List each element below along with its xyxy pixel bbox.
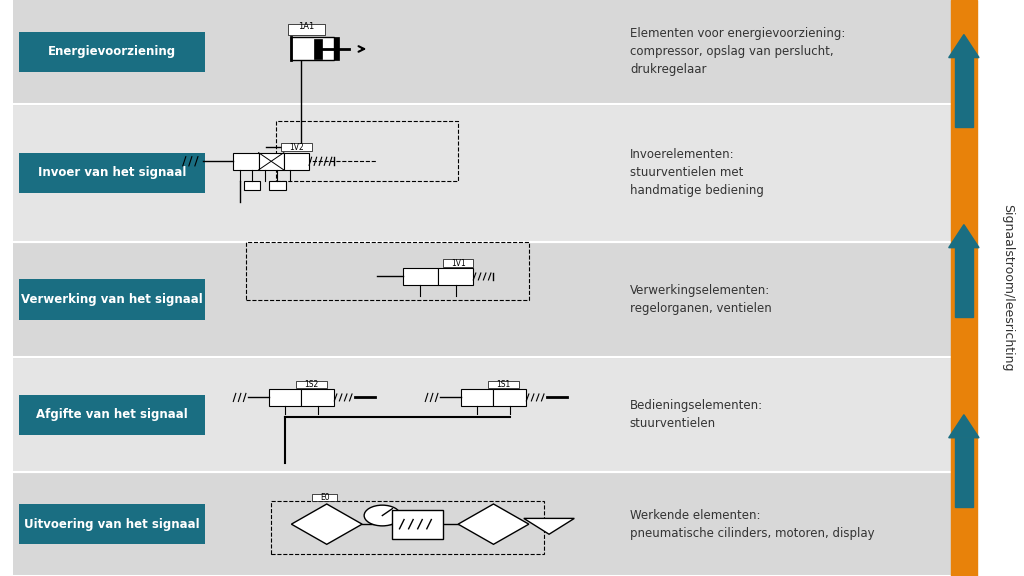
FancyBboxPatch shape: [18, 32, 206, 72]
Bar: [13, 472, 951, 576]
Text: 1V1: 1V1: [451, 259, 466, 268]
Text: Invoer van het signaal: Invoer van het signaal: [38, 166, 186, 179]
Text: Energievoorziening: Energievoorziening: [48, 46, 176, 58]
Polygon shape: [948, 415, 979, 438]
Bar: [268, 389, 301, 406]
Circle shape: [365, 505, 400, 526]
Text: Werkende elementen:
pneumatische cilinders, motoren, display: Werkende elementen: pneumatische cilinde…: [630, 509, 874, 540]
Bar: [313, 39, 322, 59]
Bar: [954, 248, 973, 317]
Text: 1S2: 1S2: [304, 380, 318, 389]
Text: Verwerkingselementen:
regelorganen, ventielen: Verwerkingselementen: regelorganen, vent…: [630, 284, 772, 315]
Polygon shape: [458, 504, 528, 544]
Bar: [311, 494, 337, 501]
Bar: [392, 510, 443, 539]
Bar: [289, 24, 325, 35]
Bar: [954, 58, 973, 127]
FancyBboxPatch shape: [18, 279, 206, 320]
Text: Bedieningselementen:
stuurventielen: Bedieningselementen: stuurventielen: [630, 399, 763, 430]
Bar: [13, 0, 951, 104]
Bar: [282, 143, 311, 151]
Text: 1V2: 1V2: [289, 143, 304, 152]
Bar: [951, 0, 977, 576]
Bar: [301, 389, 334, 406]
Bar: [284, 153, 309, 170]
Bar: [271, 501, 544, 554]
Text: Elementen voor energievoorziening:
compressor, opslag van perslucht,
drukregelaa: Elementen voor energievoorziening: compr…: [630, 27, 845, 77]
Polygon shape: [948, 225, 979, 248]
Bar: [244, 181, 260, 190]
Bar: [488, 381, 519, 388]
Bar: [13, 242, 951, 357]
Bar: [276, 121, 458, 181]
Bar: [258, 153, 284, 170]
Text: Invoerelementen:
stuurventielen met
handmatige bediening: Invoerelementen: stuurventielen met hand…: [630, 148, 764, 198]
Bar: [296, 381, 327, 388]
Bar: [233, 153, 258, 170]
FancyBboxPatch shape: [18, 395, 206, 435]
Text: Uitvoering van het signaal: Uitvoering van het signaal: [25, 518, 200, 530]
Bar: [438, 268, 473, 285]
Text: E0: E0: [319, 492, 330, 502]
Bar: [292, 37, 334, 60]
Text: Verwerking van het signaal: Verwerking van het signaal: [22, 293, 203, 306]
Text: 1S1: 1S1: [497, 380, 511, 389]
Text: Signaalstroom/leesrichting: Signaalstroom/leesrichting: [1000, 204, 1014, 372]
Bar: [461, 389, 494, 406]
Bar: [402, 268, 438, 285]
Bar: [334, 37, 339, 60]
Bar: [13, 104, 951, 242]
FancyBboxPatch shape: [18, 153, 206, 193]
Bar: [269, 181, 286, 190]
Bar: [13, 357, 951, 472]
Bar: [443, 259, 473, 267]
FancyBboxPatch shape: [18, 504, 206, 544]
Text: Afgifte van het signaal: Afgifte van het signaal: [36, 408, 187, 421]
Bar: [954, 438, 973, 507]
Text: 1A1: 1A1: [298, 21, 314, 31]
Bar: [494, 389, 526, 406]
Polygon shape: [948, 35, 979, 58]
Polygon shape: [292, 504, 362, 544]
Bar: [246, 242, 528, 300]
Polygon shape: [524, 518, 574, 535]
